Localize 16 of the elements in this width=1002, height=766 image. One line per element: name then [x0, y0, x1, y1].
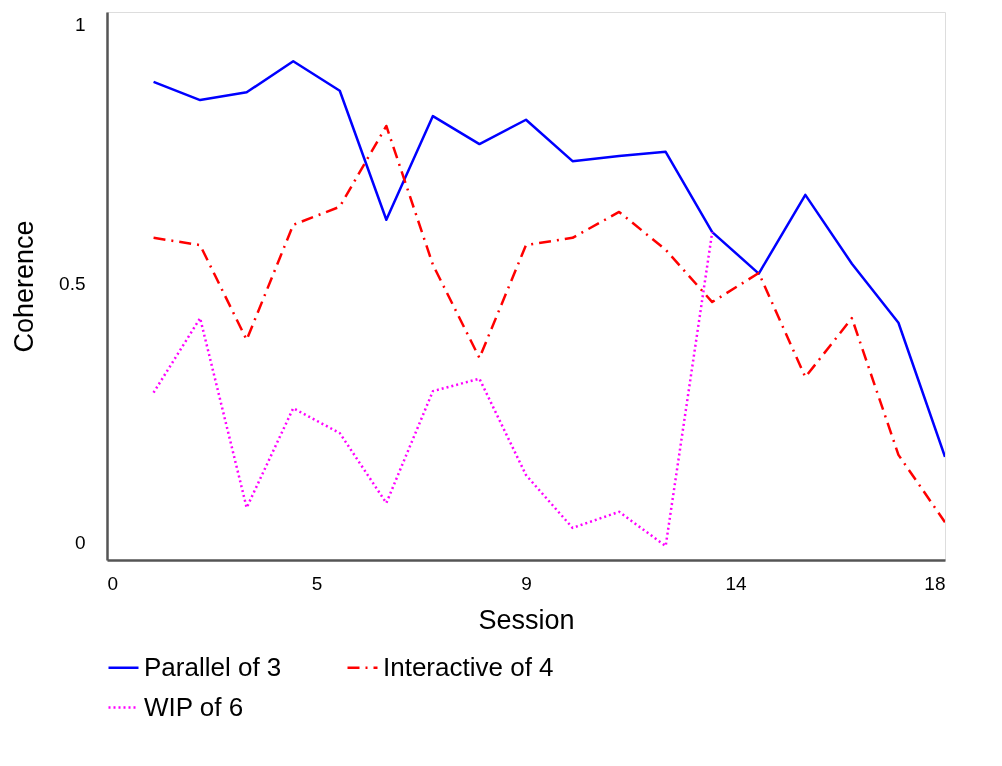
legend-label: Interactive of 4	[383, 651, 554, 682]
y-tick-label: 0	[74, 532, 86, 554]
line-series	[152, 59, 945, 459]
line-series	[152, 124, 945, 524]
x-tick-label: 9	[521, 572, 532, 594]
x-tick-label: 14	[725, 572, 747, 594]
x-tick-label: 5	[311, 572, 323, 594]
y-axis-title: Coherence	[9, 220, 40, 353]
x-tick-label: 18	[924, 572, 946, 594]
legend-label: Parallel of 3	[144, 651, 282, 682]
line-series	[152, 230, 714, 548]
x-axis-title: Session	[478, 604, 575, 635]
x-tick-label: 0	[107, 572, 119, 594]
y-tick-label: 0.5	[59, 273, 86, 295]
y-tick-label: 1	[74, 14, 86, 36]
legend-label: WIP of 6	[144, 691, 244, 722]
